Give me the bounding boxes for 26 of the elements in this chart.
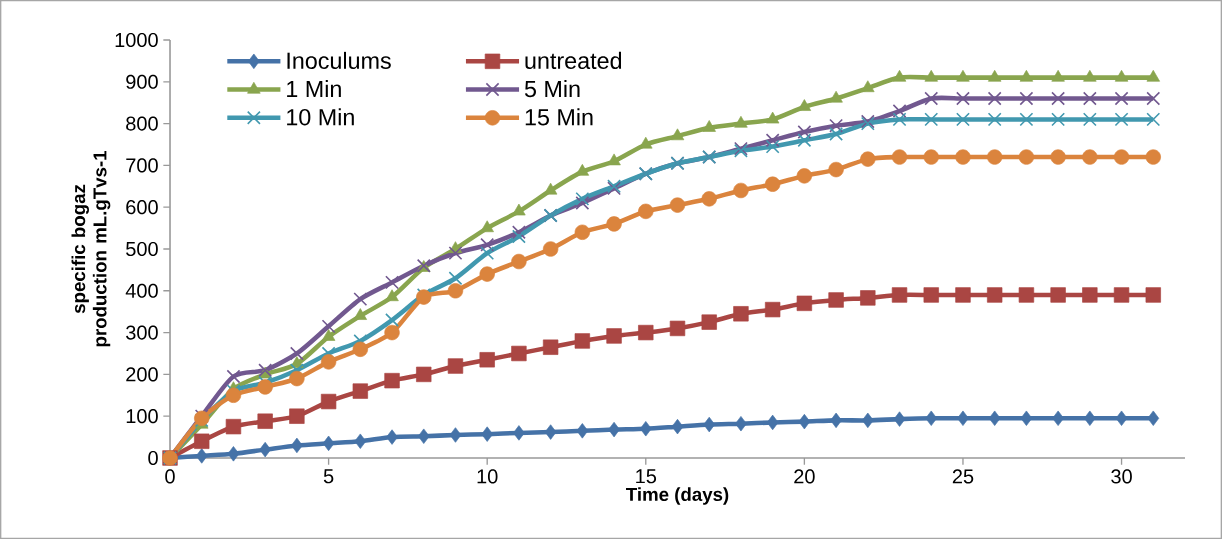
- y-tick-label: 1000: [115, 32, 158, 48]
- y-tick-label: 800: [126, 116, 158, 131]
- legend-label: 5 Min: [524, 80, 580, 98]
- y-tick-label: 0: [148, 450, 158, 466]
- y-tick-label: 600: [126, 200, 158, 215]
- x-tick-label: 5: [323, 469, 334, 484]
- y-tick-label: 100: [126, 409, 158, 424]
- y-tick-label: 400: [125, 283, 158, 298]
- x-tick-label: 20: [794, 469, 815, 484]
- legend-label: Inoculums: [287, 51, 391, 69]
- x-axis-title: Time (days): [626, 487, 729, 505]
- x-tick-label: 15: [636, 469, 657, 484]
- legend-label: untreated: [525, 51, 622, 69]
- y-tick-label: 500: [126, 241, 158, 257]
- legend-label: 15 Min: [525, 108, 593, 126]
- legend-label: 10 Min: [287, 108, 354, 126]
- y-tick-label: 900: [126, 74, 158, 89]
- x-tick-label: 0: [165, 469, 175, 484]
- y-tick-label: 300: [126, 325, 158, 340]
- y-axis-title: specific bogaz production mL.gTvs-1: [71, 150, 111, 347]
- x-tick-label: 10: [477, 469, 498, 484]
- legend-label: 1 Min: [287, 80, 341, 98]
- y-tick-label: 200: [126, 367, 158, 382]
- y-tick-label: 700: [126, 158, 158, 173]
- x-tick-label: 25: [952, 469, 974, 484]
- x-tick-label: 30: [1111, 469, 1132, 484]
